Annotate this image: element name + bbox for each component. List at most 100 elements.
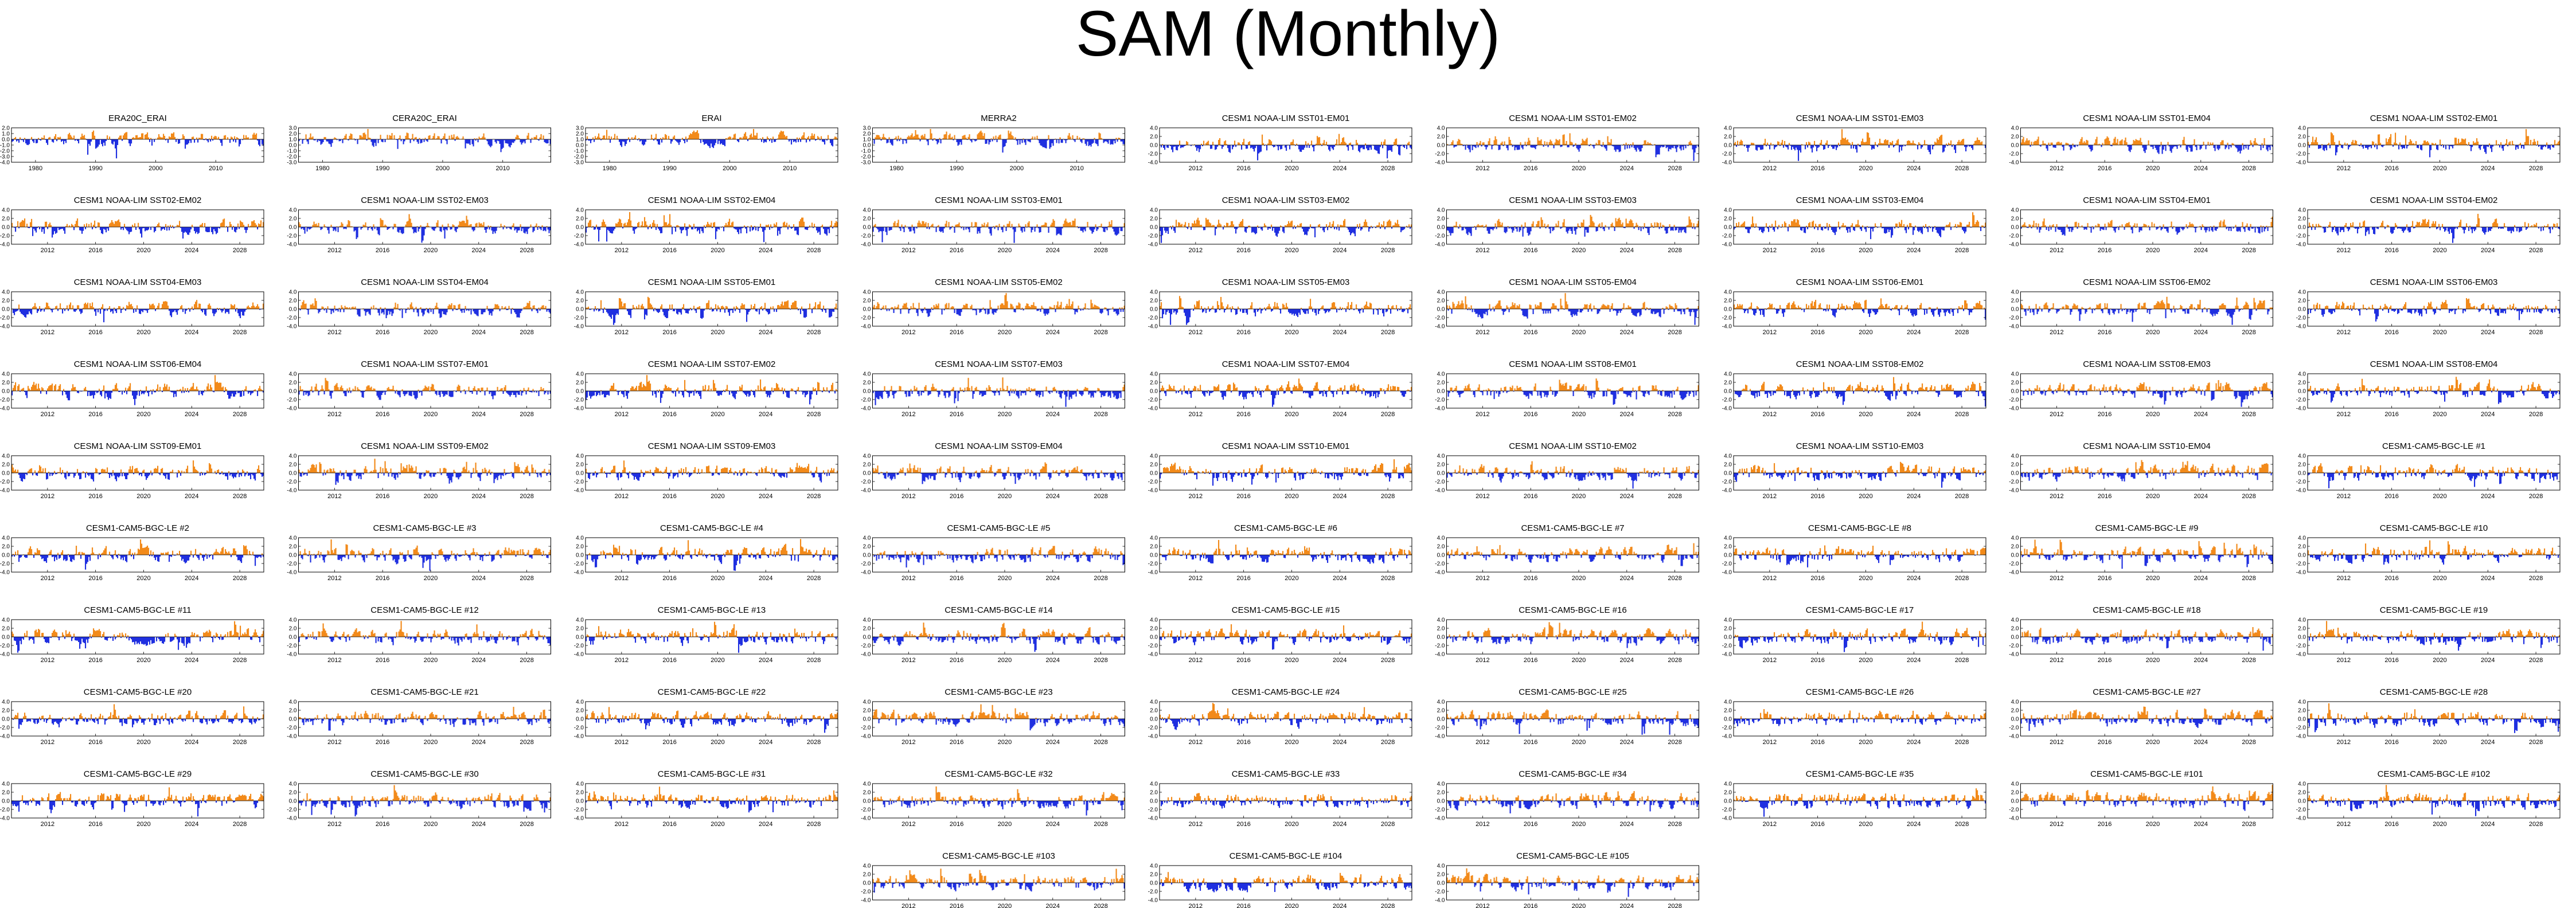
bar [111,220,112,227]
bar [2312,136,2313,145]
bar [1868,133,1869,145]
bar [2479,145,2480,148]
bar [1322,143,1324,145]
bar [1079,138,1080,139]
bar [1012,135,1013,139]
bar [2396,143,2397,145]
bar [433,136,434,139]
bar [723,139,724,145]
bar [325,137,326,139]
bar [416,137,417,139]
bar [1575,143,1576,145]
panel-title: CESM1 NOAA-LIM SST02-EM01 [2370,114,2498,123]
bar [930,129,931,139]
bar [817,136,818,139]
bar [543,135,544,139]
bar [2464,139,2465,145]
bar [224,135,225,139]
bar [2496,140,2497,145]
bar [2116,143,2117,145]
bar [1564,134,1565,145]
bar [2476,138,2477,145]
bar [985,139,986,144]
bar [330,139,331,144]
bar [544,139,545,142]
bar [2554,140,2555,145]
bar [800,139,801,142]
bar [2059,142,2060,145]
panel-6: CESM1 NOAA-LIM SST01-EM024.02.00.0-2.0-4… [1435,114,1699,172]
panel-title: CESM1 NOAA-LIM SST01-EM03 [1796,114,1924,123]
bar [1115,139,1116,143]
bar [1869,138,1870,145]
bar [2365,145,2366,148]
y-tick-label: 2.0 [2011,134,2019,140]
bar [1318,138,1319,145]
bar [1668,145,1669,151]
bar [2390,134,2391,145]
bar [41,227,42,232]
bar [103,139,104,143]
bar [1099,132,1100,139]
bar [1358,145,1359,151]
bar [235,139,236,143]
bar [1103,139,1104,143]
bar [102,139,103,146]
bar [1346,145,1348,147]
bar [2373,142,2374,145]
bar [587,136,588,139]
bar [1664,145,1665,147]
bar [1669,145,1671,149]
bar [2459,143,2460,145]
bar [1349,143,1350,145]
bar [2024,142,2025,145]
bar [77,139,78,141]
bar [1673,145,1674,148]
bar [1746,145,1747,148]
bar [188,139,189,143]
bar [992,139,993,142]
bar [309,138,310,139]
bar [1451,142,1453,145]
bar [668,136,669,139]
bar [85,227,86,229]
bar [1363,145,1364,149]
bar [1658,145,1659,154]
bar [823,139,824,142]
bar [1379,145,1380,154]
bar [1208,141,1209,145]
bar [2337,145,2339,147]
bar [146,134,147,139]
bar [245,135,247,139]
bar [1305,141,1306,145]
bar [308,139,309,144]
bar [1562,145,1563,147]
bar [2547,145,2548,148]
bar [1543,145,1544,147]
bar [26,139,28,145]
bar [1500,145,1501,150]
bar [2518,145,2519,149]
bar [154,139,155,142]
bar [373,139,374,147]
bar [2316,137,2317,145]
bar [1333,145,1334,150]
bar [1620,145,1621,151]
bar [1774,145,1775,150]
bar [420,139,421,143]
bar [329,139,330,144]
bar [908,136,910,139]
bar [2363,145,2364,148]
bar [60,227,61,229]
bar [186,139,187,144]
bar [2180,145,2181,147]
bar [76,221,77,227]
bar [2256,143,2257,145]
bar [2465,139,2466,145]
bar [23,221,24,227]
bar [740,137,741,139]
bar [385,139,386,142]
bar [520,139,521,142]
bar [1106,139,1107,141]
bar [2133,140,2134,145]
